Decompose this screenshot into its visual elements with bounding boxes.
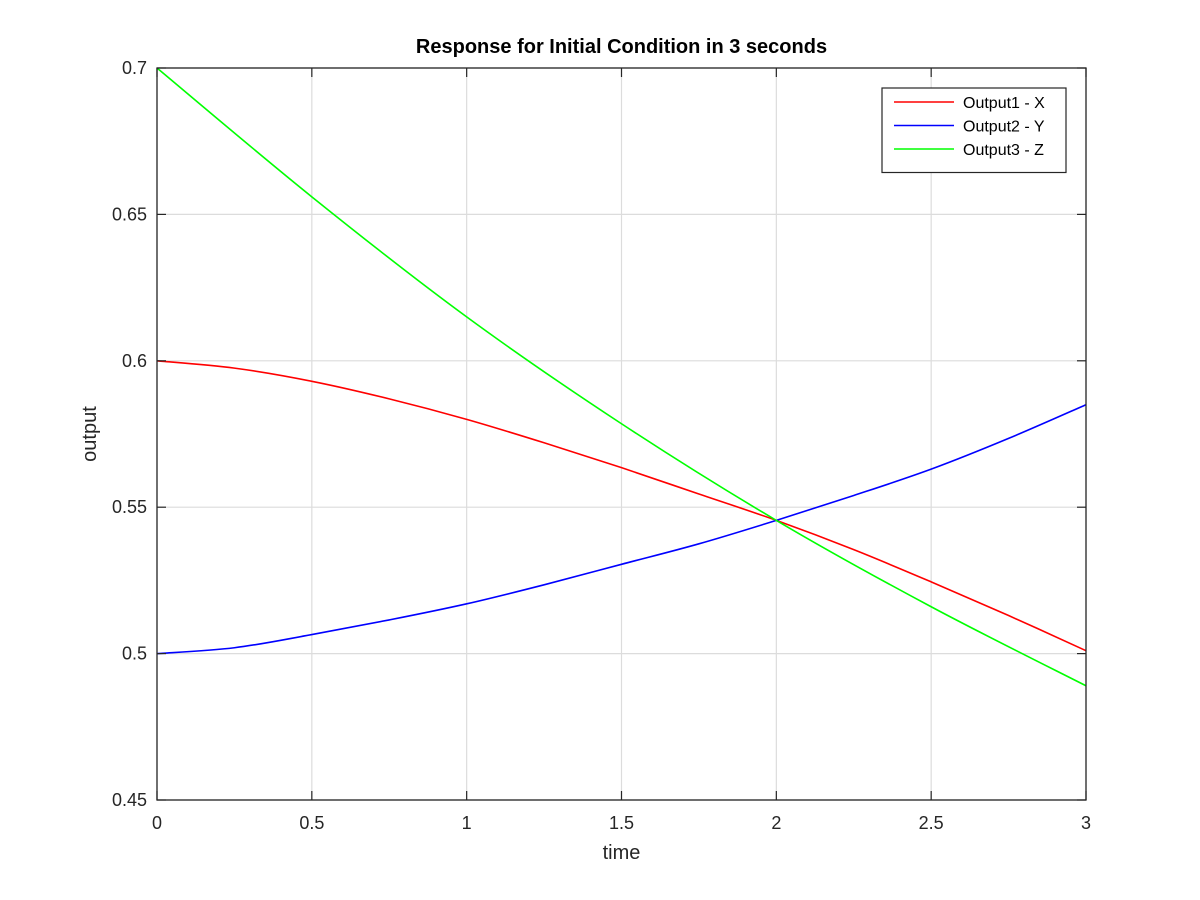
y-tick-label: 0.5 xyxy=(122,644,147,664)
series-line-output1-x xyxy=(156,360,1087,652)
x-tick-label: 2 xyxy=(771,813,781,833)
y-tick-label: 0.7 xyxy=(122,58,147,78)
x-tick-label: 2.5 xyxy=(919,813,944,833)
x-tick-label: 1 xyxy=(462,813,472,833)
legend-label: Output1 - X xyxy=(963,95,1045,112)
y-tick-label: 0.65 xyxy=(112,204,147,224)
legend-label: Output2 - Y xyxy=(963,119,1045,136)
x-tick-label: 0.5 xyxy=(299,813,324,833)
y-axis-label: output xyxy=(79,406,101,462)
x-tick-label: 3 xyxy=(1081,813,1091,833)
x-tick-label: 1.5 xyxy=(609,813,634,833)
y-tick-label: 0.6 xyxy=(122,351,147,371)
x-axis-label: time xyxy=(603,842,641,864)
y-tick-label: 0.55 xyxy=(112,497,147,517)
legend: Output1 - X Output2 - Y Output3 - Z xyxy=(881,87,1067,174)
chart-title: Response for Initial Condition in 3 seco… xyxy=(416,36,827,58)
x-tick-label: 0 xyxy=(152,813,162,833)
y-tick-label: 0.45 xyxy=(112,790,147,810)
series-lines xyxy=(156,67,1087,687)
axis-ticks: 0 0.5 1 1.5 2 2.5 3 0.45 0.5 0.55 0.6 0.65 0.7 xyxy=(112,58,1091,833)
legend-label: Output3 - Z xyxy=(963,142,1044,159)
series-line-output3-z xyxy=(156,67,1087,687)
series-line-output2-y xyxy=(156,403,1087,655)
